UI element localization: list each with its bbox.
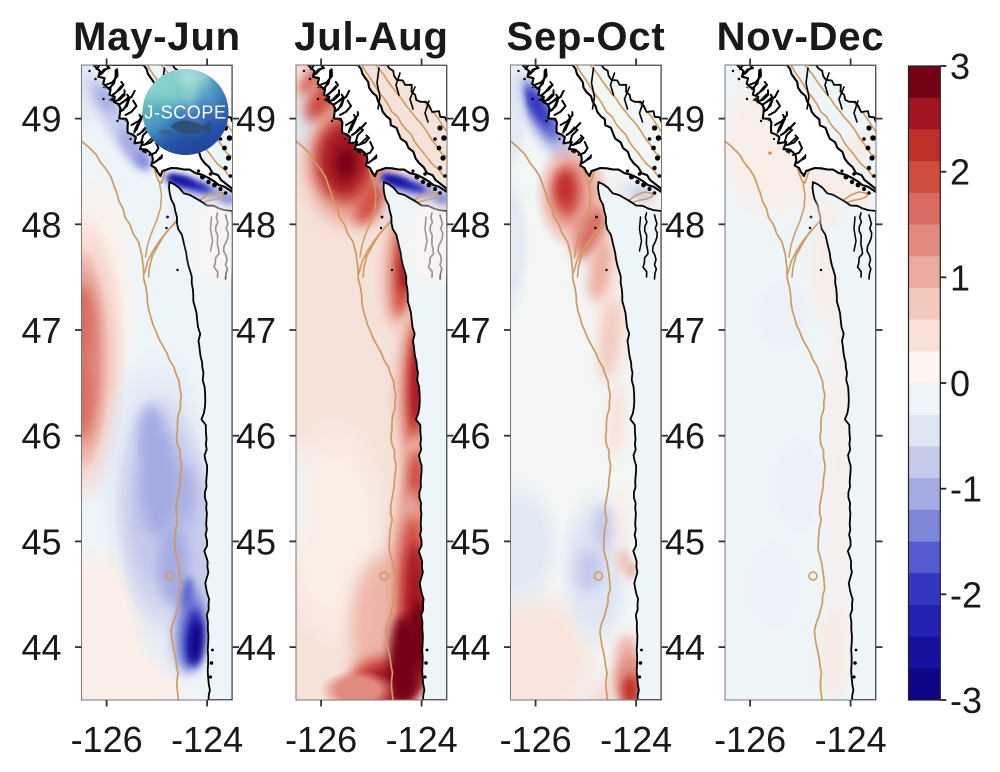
svg-text:47: 47 [665, 310, 705, 351]
svg-text:-1: -1 [950, 469, 982, 510]
svg-text:48: 48 [450, 204, 490, 245]
svg-text:May-Jun: May-Jun [73, 15, 241, 59]
svg-text:48: 48 [236, 204, 276, 245]
svg-text:-126: -126 [71, 719, 143, 760]
svg-text:44: 44 [21, 627, 61, 668]
svg-text:44: 44 [450, 627, 490, 668]
svg-text:-126: -126 [714, 719, 786, 760]
svg-text:47: 47 [236, 310, 276, 351]
svg-text:-124: -124 [815, 719, 887, 760]
svg-text:J-SCOPE: J-SCOPE [144, 103, 226, 123]
svg-text:44: 44 [665, 627, 705, 668]
svg-text:-124: -124 [386, 719, 458, 760]
svg-text:49: 49 [450, 99, 490, 140]
svg-text:47: 47 [450, 310, 490, 351]
svg-text:49: 49 [21, 99, 61, 140]
svg-text:2: 2 [950, 152, 970, 193]
svg-text:-124: -124 [600, 719, 672, 760]
svg-text:44: 44 [236, 627, 276, 668]
svg-text:46: 46 [450, 416, 490, 457]
svg-text:-2: -2 [950, 574, 982, 615]
svg-text:-124: -124 [171, 719, 243, 760]
svg-text:45: 45 [236, 521, 276, 562]
svg-text:46: 46 [236, 416, 276, 457]
svg-text:45: 45 [665, 521, 705, 562]
svg-text:0: 0 [950, 363, 970, 404]
svg-text:Sep-Oct: Sep-Oct [507, 15, 666, 59]
svg-text:Nov-Dec: Nov-Dec [717, 15, 885, 59]
svg-text:46: 46 [665, 416, 705, 457]
svg-text:47: 47 [21, 310, 61, 351]
svg-text:45: 45 [21, 521, 61, 562]
svg-text:48: 48 [21, 204, 61, 245]
svg-text:48: 48 [665, 204, 705, 245]
svg-text:-3: -3 [950, 680, 982, 721]
svg-text:3: 3 [950, 46, 970, 87]
svg-text:-126: -126 [500, 719, 572, 760]
svg-text:49: 49 [236, 99, 276, 140]
svg-text:1: 1 [950, 257, 970, 298]
svg-text:46: 46 [21, 416, 61, 457]
svg-text:49: 49 [665, 99, 705, 140]
svg-text:-126: -126 [285, 719, 357, 760]
svg-text:45: 45 [450, 521, 490, 562]
svg-text:Jul-Aug: Jul-Aug [294, 15, 448, 59]
